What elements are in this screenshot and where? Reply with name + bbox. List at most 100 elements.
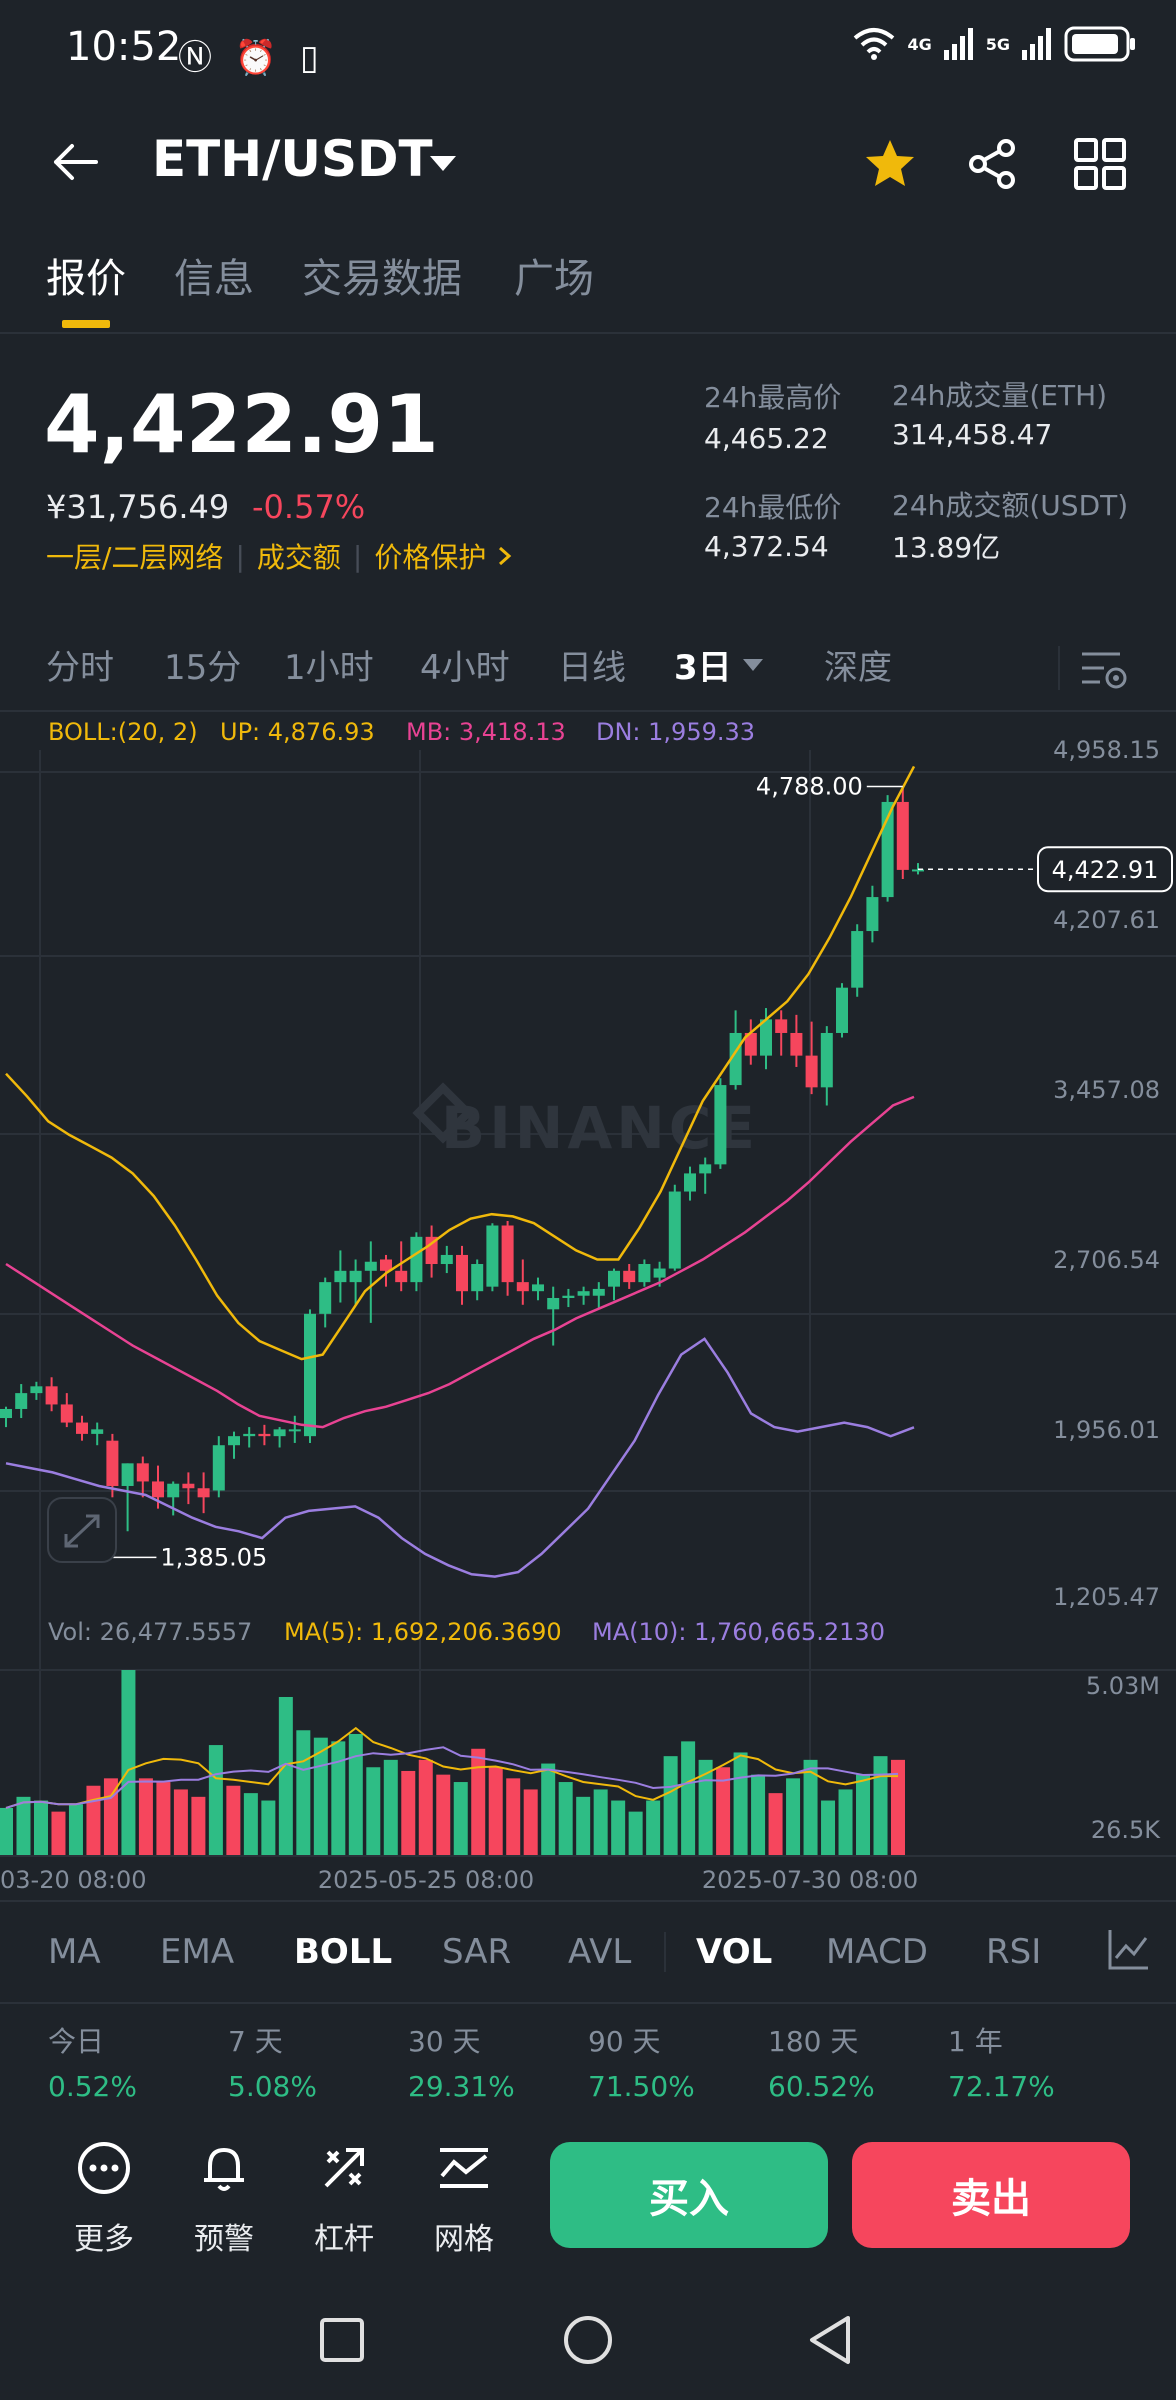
volume-bar (558, 1782, 573, 1856)
indicator-avl[interactable]: AVL (568, 1932, 632, 1972)
candle-body (866, 897, 879, 932)
tab-info[interactable]: 信息 (174, 256, 254, 302)
candle-body (197, 1488, 210, 1498)
y-tick-label: 1,956.01 (1053, 1416, 1160, 1444)
volume-bar (523, 1789, 538, 1856)
home-icon[interactable] (562, 2314, 614, 2366)
leverage-button[interactable]: 杠杆 (294, 2140, 394, 2260)
more-button[interactable]: 更多 (54, 2140, 154, 2260)
candle-body (152, 1481, 164, 1498)
candle-body (60, 1404, 73, 1423)
volume-bar (593, 1789, 608, 1856)
volume-bar (418, 1759, 433, 1856)
volume-bar (278, 1696, 293, 1856)
volume-bar (51, 1811, 66, 1856)
recent-apps-icon[interactable] (318, 2316, 366, 2364)
indicator-ema[interactable]: EMA (160, 1932, 235, 1972)
link-turnover[interactable]: 成交额 (256, 541, 341, 574)
vol-bottom-tick: 26.5K (1091, 1816, 1161, 1844)
candle-body (699, 1164, 712, 1174)
chart-settings-icon[interactable] (1078, 646, 1128, 692)
boll-legend-1: UP: 4,876.93 (220, 718, 375, 746)
boll-legend-3: DN: 1,959.33 (596, 718, 755, 746)
share-icon[interactable] (964, 136, 1020, 192)
interval-bar: 分时 15分 1小时 4小时 日线 3日 深度 (0, 628, 1176, 712)
volume-bar (663, 1756, 678, 1856)
perf-label-7d: 7 天 (228, 2025, 283, 2058)
volume-bar (838, 1789, 853, 1856)
price-cny: ¥31,756.49 (46, 488, 230, 526)
vol-ma5-label: MA(5): 1,692,206.3690 (284, 1618, 562, 1646)
alert-button[interactable]: 预警 (174, 2140, 274, 2260)
tab-trade-data[interactable]: 交易数据 (302, 256, 462, 302)
caret-down-icon[interactable] (428, 154, 458, 174)
candle-body (714, 1085, 727, 1165)
volume-bar (803, 1759, 818, 1856)
candle-body (577, 1291, 590, 1296)
volume-bar (121, 1670, 136, 1856)
stat-high-label: 24h最高价 (704, 381, 842, 414)
link-price-protection[interactable]: 价格保护 (374, 541, 487, 574)
volume-bar (751, 1774, 766, 1856)
perf-label-1y: 1 年 (948, 2025, 1003, 2058)
candle-body (684, 1173, 696, 1192)
interval-depth[interactable]: 深度 (824, 648, 892, 688)
volume-bar (768, 1793, 783, 1856)
candle-body (228, 1436, 240, 1446)
indicator-macd[interactable]: MACD (826, 1932, 928, 1972)
chevron-right-icon[interactable] (494, 544, 516, 568)
interval-1h[interactable]: 1小时 (284, 648, 374, 688)
volume-bar (628, 1811, 643, 1856)
price-chart[interactable]: BINANCE BOLL:(20, 2) UP: 4,876.93 MB: 3,418… (0, 710, 1176, 1900)
volume-bar (611, 1800, 626, 1856)
grid-menu-icon[interactable] (1072, 136, 1128, 192)
buy-button[interactable]: 买入 (550, 2142, 828, 2248)
y-tick-label: 4,958.15 (1053, 736, 1160, 764)
indicator-sar[interactable]: SAR (442, 1932, 512, 1972)
candle-body (516, 1282, 529, 1292)
interval-4h[interactable]: 4小时 (420, 648, 510, 688)
last-price-tag (1037, 846, 1173, 893)
link-layer-network[interactable]: 一层/二层网络 (46, 541, 224, 574)
indicator-ma[interactable]: MA (48, 1932, 101, 1972)
volume-bar (138, 1778, 153, 1856)
indicator-rsi[interactable]: RSI (986, 1932, 1042, 1972)
volume-bar (681, 1741, 696, 1856)
perf-value-30d: 29.31% (408, 2070, 515, 2103)
candle-body (547, 1297, 560, 1310)
interval-15m[interactable]: 15分 (164, 648, 242, 688)
interval-time[interactable]: 分时 (46, 648, 114, 688)
indicator-boll[interactable]: BOLL (294, 1932, 393, 1972)
back-nav-icon[interactable] (806, 2314, 854, 2366)
grid-bot-button[interactable]: 网格 (414, 2140, 514, 2260)
interval-1d[interactable]: 日线 (558, 648, 626, 688)
indicator-settings-icon[interactable] (1106, 1926, 1152, 1972)
candle-body (212, 1445, 225, 1491)
pair-title[interactable]: ETH/USDT (152, 130, 433, 188)
low-marker-label: 1,385.05 (160, 1543, 267, 1571)
perf-value-180d: 60.52% (768, 2070, 875, 2103)
status-bar: 10:52 Ⓝ ⏰ ▯ 4G 5G (0, 0, 1176, 100)
caret-down-icon[interactable] (742, 658, 764, 672)
tab-square[interactable]: 广场 (514, 256, 594, 302)
sell-button[interactable]: 卖出 (852, 2142, 1130, 2248)
candle-body (364, 1261, 377, 1271)
volume-bar (296, 1730, 311, 1856)
last-price: 4,422.91 (44, 378, 439, 471)
interval-3d[interactable]: 3日 (674, 648, 732, 688)
tab-quote[interactable]: 报价 (46, 256, 126, 302)
vol-label: Vol: 26,477.5557 (48, 1618, 252, 1646)
watermark-text: BINANCE (441, 1094, 759, 1162)
stat-amt-label: 24h成交额(USDT) (892, 489, 1129, 522)
candle-body (456, 1254, 468, 1292)
x-axis-label: 2025-07-30 08:00 (702, 1866, 918, 1894)
vol-ma10-label: MA(10): 1,760,665.2130 (592, 1618, 885, 1646)
indicator-vol[interactable]: VOL (696, 1932, 773, 1972)
star-icon[interactable] (862, 136, 918, 192)
candle-body (410, 1236, 423, 1283)
volume-bar (401, 1770, 416, 1856)
back-arrow-icon[interactable] (44, 130, 108, 194)
signal-icon (943, 28, 973, 60)
candle-body (334, 1270, 347, 1283)
perf-label-90d: 90 天 (588, 2025, 661, 2058)
